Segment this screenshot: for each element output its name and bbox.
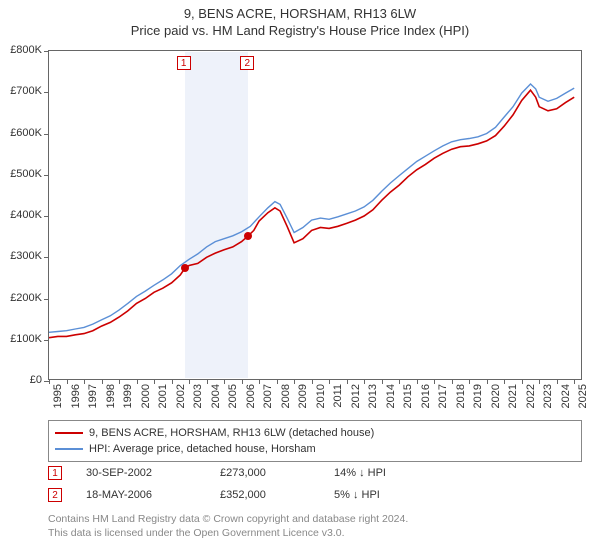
footer-attribution: Contains HM Land Registry data © Crown c… [48,512,582,540]
series-hpi [49,84,574,332]
footer-line: Contains HM Land Registry data © Crown c… [48,512,582,526]
x-axis-label: 2018 [455,384,467,408]
x-axis-label: 1998 [105,384,117,408]
sale-marker-box: 1 [177,56,191,70]
event-price: £352,000 [220,489,310,501]
events-table: 1 30-SEP-2002 £273,000 14% ↓ HPI 2 18-MA… [48,462,582,506]
x-axis-label: 2013 [367,384,379,408]
x-axis-label: 2010 [315,384,327,408]
event-price: £273,000 [220,467,310,479]
x-axis-label: 2002 [175,384,187,408]
sale-marker-dot [244,232,252,240]
legend-row: 9, BENS ACRE, HORSHAM, RH13 6LW (detache… [55,425,575,441]
x-axis-label: 2001 [157,384,169,408]
title-address: 9, BENS ACRE, HORSHAM, RH13 6LW [0,6,600,21]
y-axis-label: £700K [10,85,42,97]
y-axis-label: £500K [10,168,42,180]
legend-swatch [55,448,83,450]
x-axis-label: 2011 [332,384,344,408]
sale-marker-box: 2 [240,56,254,70]
x-axis-label: 2016 [420,384,432,408]
chart-container: 9, BENS ACRE, HORSHAM, RH13 6LW Price pa… [0,0,600,560]
x-axis-label: 2019 [472,384,484,408]
title-subtitle: Price paid vs. HM Land Registry's House … [0,23,600,38]
x-axis-label: 2014 [385,384,397,408]
x-axis-label: 2025 [577,384,589,408]
x-axis-label: 2021 [507,384,519,408]
x-axis-label: 2015 [402,384,414,408]
x-axis-label: 2004 [210,384,222,408]
legend: 9, BENS ACRE, HORSHAM, RH13 6LW (detache… [48,420,582,462]
y-axis-label: £600K [10,127,42,139]
y-axis-label: £300K [10,250,42,262]
y-axis-label: £200K [10,292,42,304]
event-row: 1 30-SEP-2002 £273,000 14% ↓ HPI [48,462,582,484]
event-date: 30-SEP-2002 [86,467,196,479]
event-diff: 14% ↓ HPI [334,467,454,479]
line-series-svg [49,51,583,381]
chart-area: £0£100K£200K£300K£400K£500K£600K£700K£80… [48,50,582,380]
x-axis-label: 2000 [140,384,152,408]
y-axis-label: £400K [10,209,42,221]
sale-marker-dot [181,264,189,272]
y-axis-label: £100K [10,333,42,345]
x-axis-label: 1996 [70,384,82,408]
x-axis-label: 2007 [262,384,274,408]
x-axis-label: 2024 [560,384,572,408]
x-axis-label: 1999 [122,384,134,408]
plot-area [48,50,582,380]
x-axis-label: 2020 [490,384,502,408]
title-area: 9, BENS ACRE, HORSHAM, RH13 6LW Price pa… [0,0,600,38]
x-axis-label: 2022 [525,384,537,408]
x-axis-label: 2023 [542,384,554,408]
legend-swatch [55,432,83,434]
y-axis-label: £800K [10,44,42,56]
x-axis-label: 1997 [87,384,99,408]
y-axis-label: £0 [30,374,42,386]
x-axis-label: 2017 [437,384,449,408]
footer-line: This data is licensed under the Open Gov… [48,526,582,540]
event-date: 18-MAY-2006 [86,489,196,501]
x-axis-label: 2005 [227,384,239,408]
x-axis-label: 2008 [280,384,292,408]
event-row: 2 18-MAY-2006 £352,000 5% ↓ HPI [48,484,582,506]
legend-label: 9, BENS ACRE, HORSHAM, RH13 6LW (detache… [89,427,374,439]
x-axis-label: 1995 [52,384,64,408]
legend-label: HPI: Average price, detached house, Hors… [89,443,316,455]
event-marker-box: 2 [48,488,62,502]
legend-row: HPI: Average price, detached house, Hors… [55,441,575,457]
event-marker-box: 1 [48,466,62,480]
x-axis-label: 2009 [297,384,309,408]
event-diff: 5% ↓ HPI [334,489,454,501]
x-axis-label: 2003 [192,384,204,408]
x-axis-label: 2012 [350,384,362,408]
x-axis-label: 2006 [245,384,257,408]
